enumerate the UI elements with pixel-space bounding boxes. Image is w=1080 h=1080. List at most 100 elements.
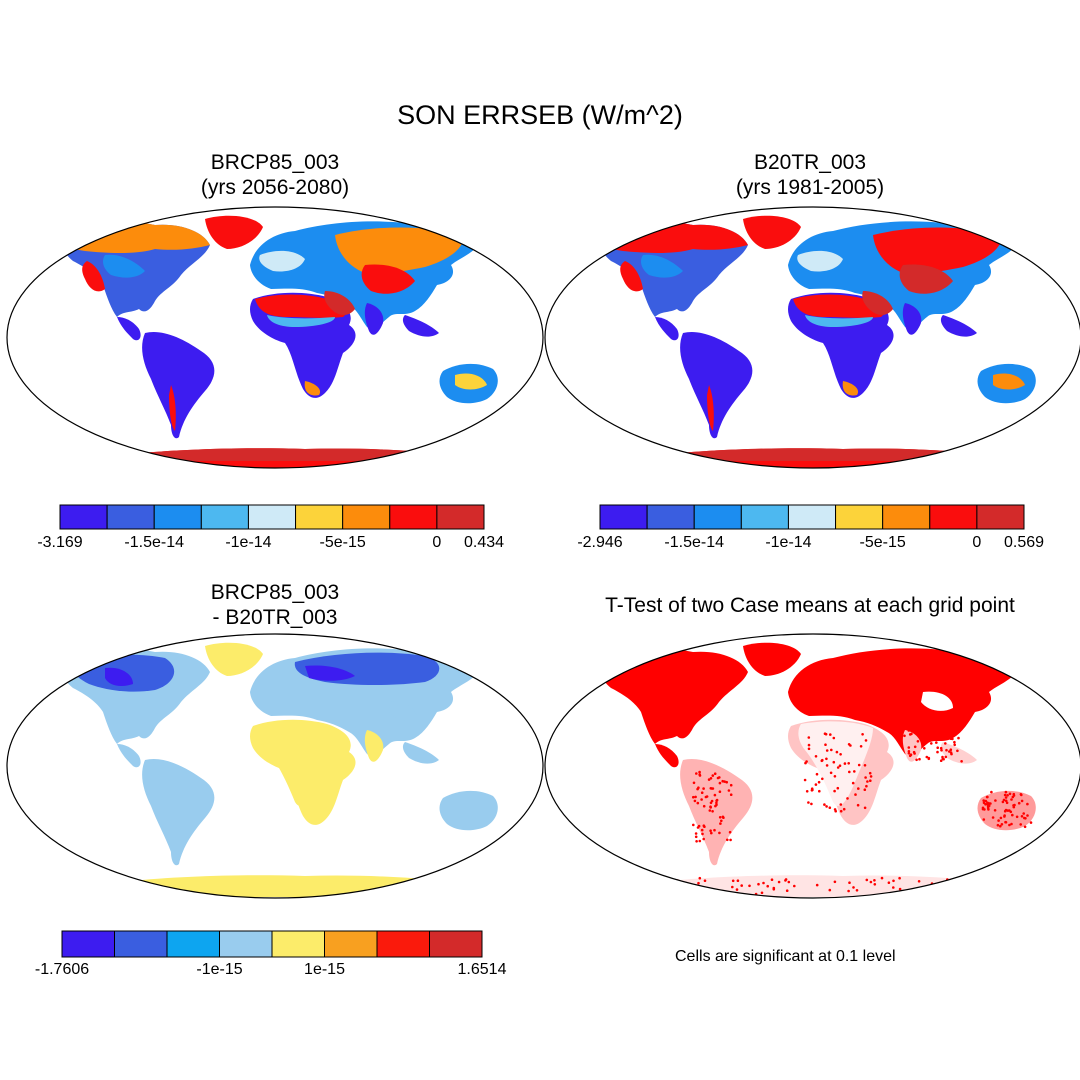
significant-cell — [683, 883, 687, 887]
significant-cell — [852, 886, 855, 889]
significant-cell — [1026, 814, 1029, 817]
australia-interior — [993, 373, 1025, 390]
significant-cell — [999, 816, 1003, 820]
significant-cell — [726, 838, 729, 842]
africa-sparse — [798, 721, 873, 806]
significant-cell — [1015, 815, 1019, 819]
colorbar-bin — [166, 930, 220, 958]
significant-cell — [702, 837, 705, 841]
landmass-seasia — [402, 315, 439, 337]
significance-note: Cells are significant at 0.1 level — [675, 948, 896, 965]
landmass-camerica — [117, 317, 141, 341]
significant-cell — [729, 783, 733, 787]
australia-interior — [455, 373, 487, 390]
significant-cell — [937, 720, 940, 724]
significant-cell — [711, 774, 715, 777]
colorbar-bin — [740, 504, 789, 530]
landmass-greenland — [205, 215, 263, 249]
colorbar-case1 — [59, 504, 485, 530]
significant-cell — [939, 730, 942, 734]
landmass-namerica — [601, 649, 748, 744]
map-case2 — [544, 206, 1080, 469]
significant-cell — [662, 885, 665, 889]
eu-europe — [259, 250, 305, 272]
significant-cell — [821, 777, 824, 781]
significant-cell — [842, 807, 846, 811]
significant-cell — [697, 786, 700, 789]
significant-cell — [720, 819, 723, 823]
significant-cell — [804, 761, 807, 765]
significant-cell — [856, 803, 860, 807]
significant-cell — [718, 816, 722, 819]
significant-cell — [994, 799, 997, 802]
significant-cell — [996, 823, 1000, 827]
significant-cell — [865, 878, 869, 882]
significant-cell — [825, 805, 828, 808]
significant-cell — [833, 880, 837, 884]
significant-cell — [653, 892, 656, 895]
significant-cell — [709, 829, 712, 832]
significant-cell — [832, 760, 836, 764]
significant-cell — [948, 731, 952, 735]
significant-cell — [990, 891, 994, 894]
significant-cell — [707, 778, 711, 781]
colorbar-tick-label: -1e-14 — [225, 534, 272, 551]
significant-cell — [694, 835, 698, 839]
significant-cell — [785, 889, 789, 892]
significant-cell — [810, 802, 813, 806]
significant-cell — [925, 755, 929, 759]
panel-title-case2-line2: (yrs 1981-2005) — [735, 176, 885, 199]
significant-cell — [909, 753, 913, 756]
significant-cell — [684, 886, 688, 889]
colorbar-bin — [114, 930, 168, 958]
significant-cell — [803, 778, 807, 782]
significant-cell — [907, 746, 911, 749]
significant-cell — [847, 889, 850, 893]
significant-cell — [807, 736, 811, 739]
significant-cell — [1003, 815, 1006, 818]
significant-cell — [700, 828, 704, 832]
significant-cell — [658, 879, 661, 883]
colorbar-bin — [882, 504, 931, 530]
significant-cell — [919, 726, 922, 730]
colorbar-bin — [599, 504, 648, 530]
colorbar-bin — [929, 504, 978, 530]
colorbar-bin — [295, 504, 344, 530]
significant-cell — [953, 743, 956, 747]
significant-cell — [1012, 792, 1016, 796]
significant-cell — [898, 887, 902, 891]
significant-cell — [834, 809, 837, 813]
significant-cell — [944, 742, 947, 745]
significant-cell — [695, 772, 698, 775]
significant-cell — [805, 790, 809, 793]
panel-title-case1-line2: (yrs 2056-2080) — [200, 176, 350, 199]
significant-cell — [932, 737, 935, 740]
significant-cell — [1010, 822, 1013, 826]
colorbar-bin — [247, 504, 297, 530]
significant-cell — [703, 879, 707, 882]
significant-cell — [833, 789, 836, 793]
significant-cell — [846, 797, 849, 800]
significant-cell — [848, 881, 851, 884]
significant-cell — [1011, 813, 1014, 817]
significant-cell — [727, 789, 731, 792]
significant-cell — [692, 781, 696, 785]
landmass-greenland — [205, 642, 263, 676]
colorbar-bin — [342, 504, 391, 530]
eu-europe — [797, 250, 843, 272]
significant-cell — [711, 810, 714, 813]
significant-cell — [880, 876, 884, 880]
significant-cell — [956, 749, 959, 753]
significant-cell — [725, 780, 728, 784]
significant-cell — [814, 783, 818, 786]
arabia — [862, 291, 893, 315]
map-ttest — [544, 633, 1080, 899]
significant-cell — [729, 793, 733, 796]
significant-cell — [698, 876, 702, 880]
significant-cell — [702, 787, 705, 790]
colorbar-tick-label: -1.7606 — [34, 961, 90, 978]
significant-cell — [698, 770, 701, 774]
significant-cell — [939, 759, 943, 762]
significant-cell — [828, 888, 832, 892]
significant-cell — [713, 793, 717, 797]
